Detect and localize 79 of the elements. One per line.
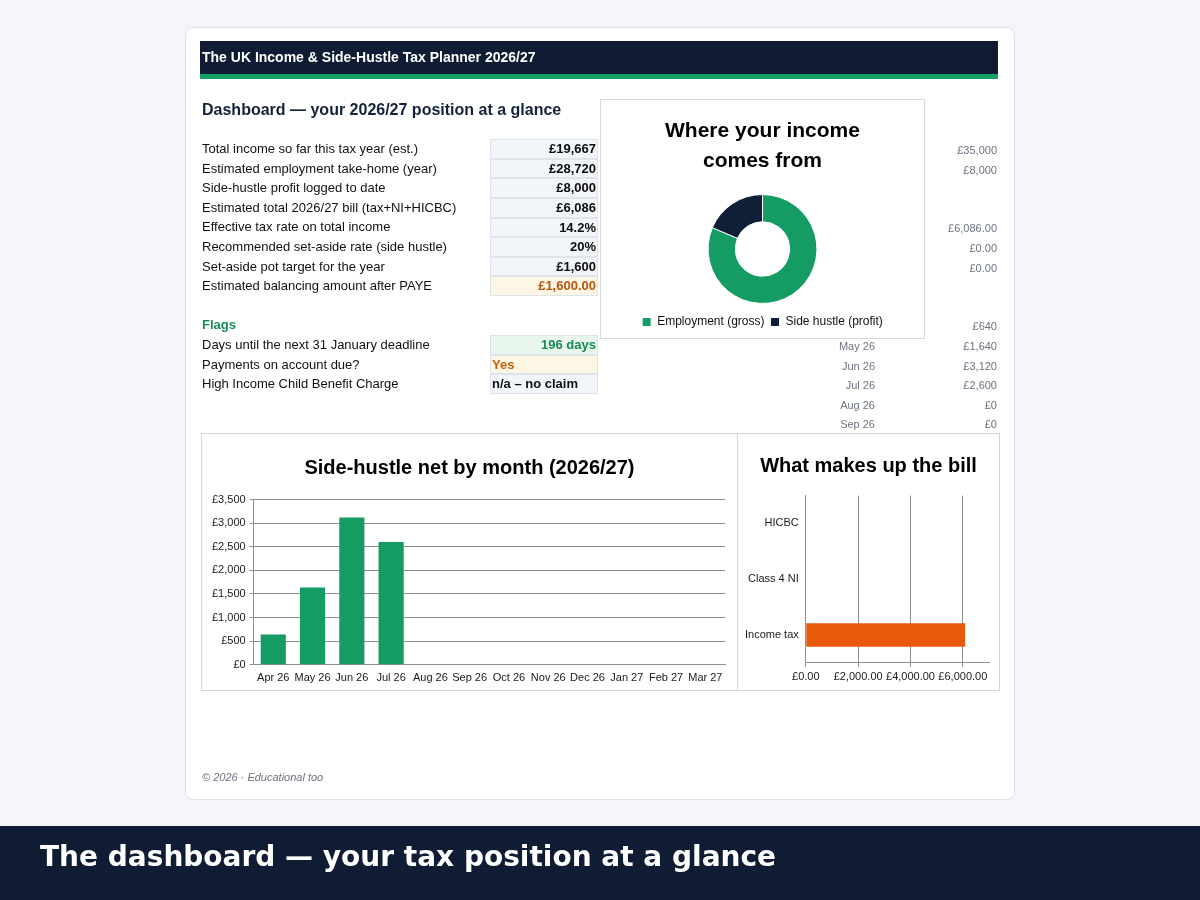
text: Aug 26 bbox=[840, 397, 875, 412]
text: £0.00 bbox=[969, 241, 997, 255]
x-tick-label: Jun 26 bbox=[335, 671, 369, 684]
text: Side-hustle profit logged to date bbox=[202, 179, 386, 198]
text: © 2026 · Educational too bbox=[202, 770, 324, 784]
y-tick-label: £1,000 bbox=[211, 610, 246, 623]
text: Payments on account due? bbox=[202, 355, 360, 374]
bar bbox=[378, 542, 404, 665]
text: Sep 26 bbox=[840, 417, 875, 432]
y-tick-label: £3,000 bbox=[211, 516, 246, 529]
text: £19,667 bbox=[549, 140, 596, 158]
y-tick-label: £3,500 bbox=[211, 492, 246, 505]
chart-title: Where your income comes from bbox=[665, 118, 860, 171]
bar bbox=[260, 634, 286, 665]
text: £0 bbox=[984, 397, 997, 412]
x-tick-label: Mar 27 bbox=[688, 671, 723, 684]
text: £3,120 bbox=[963, 358, 997, 373]
x-tick-label: Jul 26 bbox=[376, 671, 406, 684]
y-tick-label: £1,500 bbox=[211, 587, 246, 600]
legend-label: Employment (gross) bbox=[657, 314, 765, 329]
x-tick-label: Feb 27 bbox=[648, 671, 684, 684]
text: £8,000 bbox=[963, 162, 997, 177]
text: Flags bbox=[202, 316, 236, 335]
text: Total income so far this tax year (est.) bbox=[202, 140, 419, 158]
chart-title: Side-hustle net by month (2026/27) bbox=[304, 456, 635, 478]
text: n/a – no claim bbox=[492, 375, 578, 393]
x-tick-label: Aug 26 bbox=[412, 671, 448, 684]
text: Estimated balancing amount after PAYE bbox=[202, 277, 433, 296]
y-tick-label: £2,000 bbox=[211, 563, 246, 576]
text: 20% bbox=[569, 238, 596, 256]
text: £0.00 bbox=[969, 260, 997, 275]
text: Dashboard — your 2026/27 position at a glance bbox=[202, 100, 562, 120]
x-tick-label: May 26 bbox=[294, 671, 331, 684]
text: Jun 26 bbox=[841, 358, 875, 373]
text: Yes bbox=[492, 355, 515, 374]
text: May 26 bbox=[838, 339, 875, 353]
text: Estimated employment take-home (year) bbox=[202, 159, 437, 178]
text: £1,600.00 bbox=[538, 277, 596, 295]
x-tick-label: £0.00 bbox=[792, 670, 820, 683]
text: £640 bbox=[972, 319, 997, 334]
y-tick-label: £0 bbox=[233, 657, 246, 670]
y-tick-label: £2,500 bbox=[211, 539, 246, 552]
text: £28,720 bbox=[549, 159, 596, 178]
text: £6,086 bbox=[556, 199, 596, 217]
text: £8,000 bbox=[556, 179, 596, 197]
text: The dashboard — your tax position at a glance bbox=[40, 840, 777, 874]
text: Jul 26 bbox=[845, 378, 875, 393]
y-tick-label: £500 bbox=[221, 634, 246, 647]
text: Days until the next 31 January deadline bbox=[202, 336, 430, 354]
y-tick-label: Class 4 NI bbox=[748, 572, 799, 585]
bar bbox=[339, 517, 365, 665]
text: £2,600 bbox=[963, 378, 997, 393]
x-tick-label: Nov 26 bbox=[530, 671, 566, 684]
text: High Income Child Benefit Charge bbox=[202, 375, 399, 394]
x-tick-label: Dec 26 bbox=[570, 671, 605, 684]
x-tick-label: Sep 26 bbox=[452, 671, 488, 684]
x-tick-label: Apr 26 bbox=[257, 671, 290, 684]
text: £1,640 bbox=[963, 339, 997, 353]
text: £35,000 bbox=[957, 143, 997, 157]
text: 14.2% bbox=[559, 218, 596, 237]
x-tick-label: £4,000.00 bbox=[886, 670, 935, 683]
text: Set-aside pot target for the year bbox=[202, 257, 385, 276]
text: Recommended set-aside rate (side hustle) bbox=[202, 238, 447, 256]
chart-title: What makes up the bill bbox=[760, 454, 977, 476]
text: 196 days bbox=[541, 336, 596, 354]
legend-label: Side hustle (profit) bbox=[785, 314, 883, 329]
y-tick-label: HICBC bbox=[764, 516, 799, 529]
x-tick-label: £6,000.00 bbox=[938, 670, 988, 683]
text: £6,086.00 bbox=[948, 221, 997, 236]
x-tick-label: £2,000.00 bbox=[833, 670, 883, 683]
x-tick-label: Jan 27 bbox=[610, 671, 644, 684]
text: The UK Income & Side-Hustle Tax Planner 2026/27 bbox=[202, 48, 536, 67]
text: £0 bbox=[984, 417, 997, 432]
text: Estimated total 2026/27 bill (tax+NI+HICBC) bbox=[202, 198, 457, 217]
text: Effective tax rate on total income bbox=[202, 218, 391, 237]
text: £1,600 bbox=[556, 257, 596, 276]
y-tick-label: Income tax bbox=[744, 627, 800, 640]
x-tick-label: Oct 26 bbox=[492, 671, 526, 684]
bar bbox=[299, 587, 326, 665]
